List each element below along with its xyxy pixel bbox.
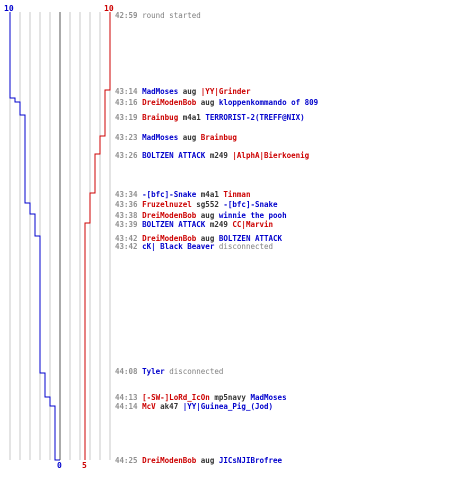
- event-time: 43:19: [115, 113, 138, 122]
- kill-event: 43:19 Brainbug m4a1 TERRORIST-2(TREFF@NI…: [115, 113, 305, 123]
- red-team-line: [84, 12, 111, 460]
- killer-name[interactable]: BOLTZEN ATTACK: [142, 220, 206, 229]
- event-time: 43:38: [115, 211, 138, 220]
- victim-name[interactable]: Tinman: [223, 190, 251, 199]
- killer-name[interactable]: DreiModenBob: [142, 234, 197, 243]
- kill-event: 44:25 DreiModenBob aug JICsNJIBrofree: [115, 456, 282, 466]
- killer-name[interactable]: BOLTZEN ATTACK: [142, 151, 206, 160]
- killer-name[interactable]: Brainbug: [142, 113, 179, 122]
- weapon: m4a1: [182, 113, 201, 122]
- event-round-start: 42:59 round started: [115, 11, 201, 21]
- weapon: aug: [200, 98, 215, 107]
- disconnect-event: 44:08 Tyler disconnected: [115, 367, 223, 377]
- weapon: ak47: [160, 402, 179, 411]
- event-time: 43:14: [115, 87, 138, 96]
- red-start-count: 10: [104, 4, 114, 13]
- weapon: aug: [200, 211, 215, 220]
- event-text: round started: [142, 11, 201, 20]
- killer-name[interactable]: Fruzelnuzel: [142, 200, 192, 209]
- victim-name[interactable]: TERRORIST-2(TREFF@NIX): [205, 113, 305, 122]
- event-time: 43:39: [115, 220, 138, 229]
- event-time: 44:13: [115, 393, 138, 402]
- event-time: 42:59: [115, 11, 138, 20]
- red-end-count: 5: [82, 461, 87, 470]
- weapon: aug: [200, 234, 215, 243]
- weapon: aug: [200, 456, 215, 465]
- killer-name[interactable]: McV: [142, 402, 156, 411]
- killer-name[interactable]: MadMoses: [142, 133, 179, 142]
- kill-event: 43:38 DreiModenBob aug winnie the pooh: [115, 211, 287, 221]
- kill-event: 43:36 Fruzelnuzel sg552 -[bfc]-Snake: [115, 200, 278, 210]
- team-alive-graph: 10 10 0 5: [4, 4, 114, 470]
- victim-name[interactable]: |YY|Grinder: [200, 87, 251, 96]
- event-time: 44:08: [115, 367, 138, 376]
- event-text: disconnected: [169, 367, 224, 376]
- blue-start-count: 10: [4, 4, 14, 13]
- victim-name[interactable]: JICsNJIBrofree: [218, 456, 283, 465]
- event-time: 43:42: [115, 242, 138, 251]
- killer-name[interactable]: DreiModenBob: [142, 98, 197, 107]
- victim-name[interactable]: CC|Marvin: [232, 220, 274, 229]
- victim-name[interactable]: Brainbug: [200, 133, 237, 142]
- kill-event: 43:26 BOLTZEN ATTACK m249 |AlphA|Bierkoe…: [115, 151, 309, 161]
- weapon: aug: [182, 87, 197, 96]
- event-time: 43:34: [115, 190, 138, 199]
- killer-name[interactable]: MadMoses: [142, 87, 179, 96]
- victim-name[interactable]: |AlphA|Bierkoenig: [232, 151, 310, 160]
- victim-name[interactable]: |YY|Guinea_Pig_(Jod): [182, 402, 274, 411]
- event-text: disconnected: [218, 242, 274, 251]
- weapon: mp5navy: [214, 393, 246, 402]
- kill-event: 43:16 DreiModenBob aug kloppenkommando o…: [115, 98, 318, 108]
- blue-team-line: [9, 12, 60, 461]
- player-name[interactable]: cK| Black Beaver: [142, 242, 215, 251]
- killer-name[interactable]: DreiModenBob: [142, 211, 197, 220]
- victim-name[interactable]: MadMoses: [250, 393, 287, 402]
- disconnect-event: 43:42 cK| Black Beaver disconnected: [115, 242, 273, 252]
- weapon: m249: [209, 220, 228, 229]
- event-time: 43:23: [115, 133, 138, 142]
- event-time: 43:42: [115, 234, 138, 243]
- blue-end-count: 0: [57, 461, 62, 470]
- weapon: m4a1: [200, 190, 219, 199]
- kill-event: 43:39 BOLTZEN ATTACK m249 CC|Marvin: [115, 220, 273, 230]
- kill-event: 43:34 -[bfc]-Snake m4a1 Tinman: [115, 190, 250, 200]
- event-time: 43:26: [115, 151, 138, 160]
- event-time: 43:16: [115, 98, 138, 107]
- weapon: m249: [209, 151, 228, 160]
- event-time: 44:25: [115, 456, 138, 465]
- victim-name[interactable]: -[bfc]-Snake: [223, 200, 278, 209]
- weapon: sg552: [196, 200, 219, 209]
- killer-name[interactable]: DreiModenBob: [142, 456, 197, 465]
- killer-name[interactable]: [-SW-]LoRd_IcOn: [142, 393, 210, 402]
- kill-event: 44:14 McV ak47 |YY|Guinea_Pig_(Jod): [115, 402, 273, 412]
- kill-event: 43:14 MadMoses aug |YY|Grinder: [115, 87, 250, 97]
- player-name[interactable]: Tyler: [142, 367, 165, 376]
- kill-event: 44:13 [-SW-]LoRd_IcOn mp5navy MadMoses: [115, 393, 287, 403]
- victim-name[interactable]: winnie the pooh: [218, 211, 287, 220]
- weapon: aug: [182, 133, 197, 142]
- killer-name[interactable]: -[bfc]-Snake: [142, 190, 197, 199]
- kill-event: 43:23 MadMoses aug Brainbug: [115, 133, 237, 143]
- victim-name[interactable]: kloppenkommando of 809: [218, 98, 319, 107]
- kill-event: 43:42 DreiModenBob aug BOLTZEN ATTACK: [115, 234, 282, 244]
- victim-name[interactable]: BOLTZEN ATTACK: [218, 234, 283, 243]
- event-time: 44:14: [115, 402, 138, 411]
- event-time: 43:36: [115, 200, 138, 209]
